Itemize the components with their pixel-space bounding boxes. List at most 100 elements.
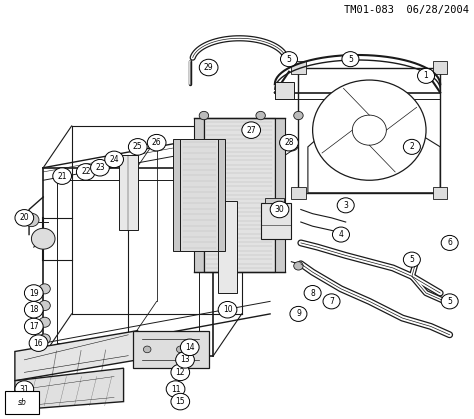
Circle shape	[256, 111, 265, 120]
Bar	[265, 198, 284, 203]
Bar	[180, 139, 218, 251]
Circle shape	[176, 346, 184, 353]
Text: 5: 5	[348, 54, 353, 64]
Text: 11: 11	[171, 385, 180, 393]
Text: 9: 9	[296, 309, 301, 318]
Text: 22: 22	[81, 168, 91, 176]
Bar	[292, 61, 306, 74]
Circle shape	[294, 111, 303, 120]
Text: 6: 6	[447, 238, 452, 247]
Circle shape	[290, 306, 307, 321]
Polygon shape	[133, 331, 209, 368]
Text: 10: 10	[223, 305, 232, 314]
Circle shape	[171, 364, 190, 380]
Text: 7: 7	[329, 297, 334, 306]
Circle shape	[15, 381, 34, 397]
Bar	[218, 139, 225, 251]
Text: 23: 23	[95, 163, 105, 172]
Text: 24: 24	[109, 155, 119, 164]
Circle shape	[281, 52, 298, 67]
Text: 8: 8	[310, 289, 315, 297]
Text: 3: 3	[343, 201, 348, 210]
Text: 19: 19	[29, 289, 38, 297]
Circle shape	[166, 381, 185, 397]
Bar	[261, 203, 292, 239]
Circle shape	[403, 252, 420, 267]
Circle shape	[29, 335, 48, 352]
Circle shape	[242, 122, 261, 138]
Circle shape	[15, 210, 34, 226]
Bar	[275, 118, 285, 272]
Polygon shape	[15, 368, 124, 410]
Text: 5: 5	[410, 255, 414, 264]
Circle shape	[24, 213, 39, 227]
Text: 27: 27	[246, 126, 256, 134]
Circle shape	[39, 300, 50, 310]
Circle shape	[31, 228, 55, 249]
Circle shape	[218, 301, 237, 318]
Text: 28: 28	[284, 138, 294, 147]
Circle shape	[313, 80, 426, 180]
Circle shape	[25, 285, 43, 301]
Text: 5: 5	[447, 297, 452, 306]
Circle shape	[323, 294, 340, 309]
Bar	[193, 118, 204, 272]
Circle shape	[441, 235, 458, 251]
Text: 2: 2	[410, 142, 414, 151]
Circle shape	[25, 301, 43, 318]
Circle shape	[441, 294, 458, 309]
Text: 4: 4	[338, 230, 343, 239]
Text: 14: 14	[185, 343, 194, 352]
Text: 26: 26	[152, 138, 162, 147]
Bar	[218, 201, 237, 293]
Text: 20: 20	[19, 213, 29, 222]
Bar	[173, 139, 180, 251]
Circle shape	[418, 68, 435, 83]
Circle shape	[342, 52, 359, 67]
Circle shape	[199, 59, 218, 76]
Circle shape	[284, 139, 299, 151]
Circle shape	[181, 339, 199, 356]
Text: 31: 31	[19, 385, 29, 393]
Bar	[433, 61, 447, 74]
Circle shape	[128, 139, 147, 155]
Bar	[275, 82, 294, 99]
Circle shape	[76, 164, 95, 180]
Circle shape	[337, 198, 354, 213]
Circle shape	[39, 317, 50, 327]
Text: 21: 21	[57, 172, 67, 181]
Circle shape	[332, 227, 349, 242]
Bar	[433, 186, 447, 199]
Text: 15: 15	[175, 397, 185, 406]
Text: 13: 13	[180, 355, 190, 365]
Text: 12: 12	[175, 368, 185, 377]
Circle shape	[105, 151, 124, 168]
Circle shape	[39, 284, 50, 294]
Circle shape	[25, 318, 43, 335]
Circle shape	[144, 346, 151, 353]
Bar	[119, 155, 138, 230]
Circle shape	[39, 334, 50, 344]
Circle shape	[171, 393, 190, 410]
Text: 1: 1	[424, 71, 428, 80]
Circle shape	[304, 285, 321, 300]
Circle shape	[403, 140, 420, 154]
Bar	[204, 118, 275, 272]
Circle shape	[91, 160, 109, 176]
Text: sb: sb	[18, 398, 27, 407]
Circle shape	[199, 111, 209, 120]
FancyBboxPatch shape	[5, 391, 38, 414]
Text: 25: 25	[133, 142, 143, 151]
Text: 5: 5	[287, 54, 292, 64]
Circle shape	[280, 134, 298, 151]
Text: 30: 30	[274, 205, 284, 214]
Text: 16: 16	[34, 339, 43, 348]
Circle shape	[270, 201, 289, 218]
Text: 17: 17	[29, 322, 38, 331]
Polygon shape	[15, 331, 138, 381]
Circle shape	[53, 168, 72, 184]
Text: TM01-083  06/28/2004: TM01-083 06/28/2004	[344, 5, 469, 15]
Text: 29: 29	[204, 63, 213, 72]
Circle shape	[294, 262, 303, 270]
Bar	[292, 186, 306, 199]
